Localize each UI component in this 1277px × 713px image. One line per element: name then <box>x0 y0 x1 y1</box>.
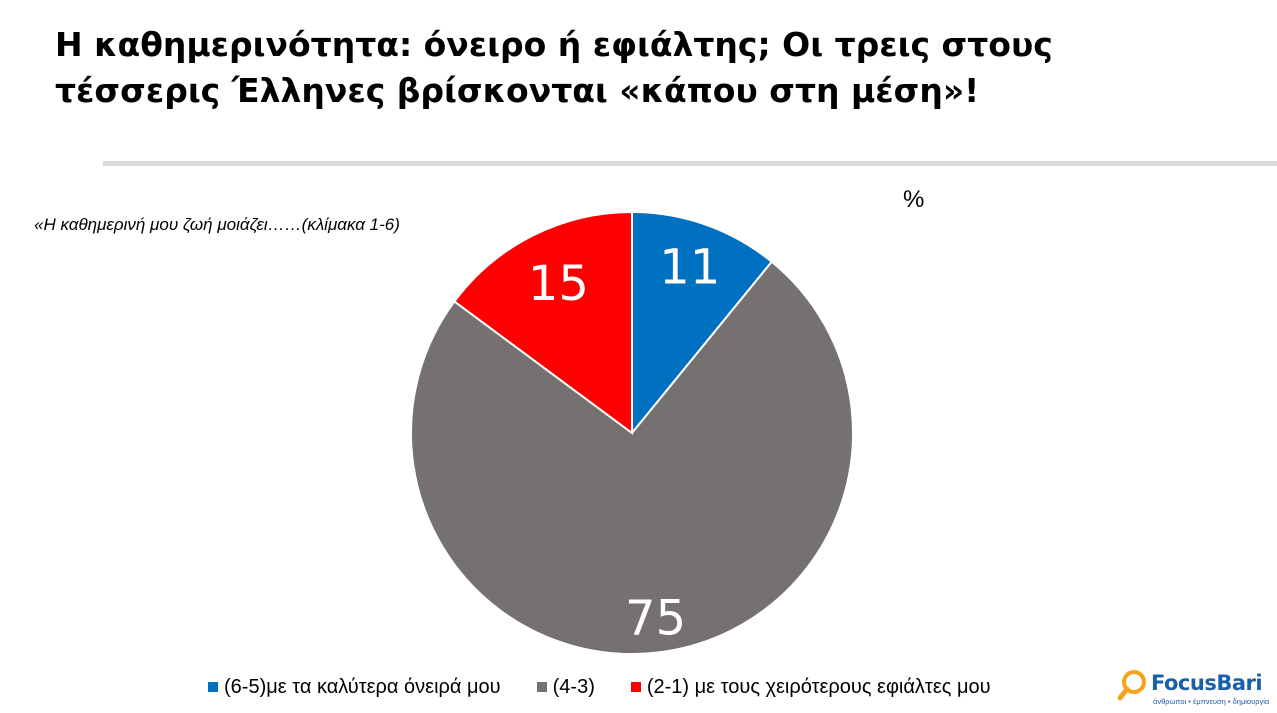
pie-data-labels: 11 75 15 <box>528 240 720 647</box>
legend-swatch <box>536 682 547 692</box>
legend-swatch <box>208 682 218 692</box>
focusbari-logo: FocusBari άνθρωποι • έμπνευση • δημιουργ… <box>1117 668 1270 708</box>
pie-slice <box>410 260 854 655</box>
chart-title-line-2: τέσσερις Έλληνες βρίσκονται «κάπου στη μ… <box>55 71 980 110</box>
legend-item: (2-1) με τους χειρότερους εφιάλτες μου <box>630 675 991 699</box>
pie-slices <box>410 210 854 655</box>
pie-data-label: 15 <box>528 256 589 312</box>
chart-title-line-1: Η καθημερινότητα: όνειρο ή εφιάλτης; Οι … <box>55 25 1053 64</box>
legend-label: (6-5)με τα καλύτερα όνειρά μου <box>224 675 501 698</box>
magnifier-icon <box>1117 670 1146 701</box>
pie-data-label: 75 <box>625 591 686 647</box>
pie-slice <box>453 210 633 435</box>
logo-tagline: άνθρωποι • έμπνευση • δημιουργία <box>1153 697 1270 706</box>
legend-item: (4-3) <box>536 675 595 699</box>
legend-label: (4-3) <box>552 675 595 698</box>
legend-item: (6-5)με τα καλύτερα όνειρά μου <box>208 676 501 699</box>
legend-swatch <box>630 682 641 692</box>
pie-slice <box>631 210 774 436</box>
chart-legend: (6-5)με τα καλύτερα όνειρά μου (4-3) (2-1)… <box>208 673 1027 701</box>
logo-name: FocusBari <box>1151 671 1263 695</box>
pie-data-label: 11 <box>659 240 720 296</box>
legend-label: (2-1) με τους χειρότερους εφιάλτες μου <box>646 675 991 698</box>
chart-title: Η καθημερινότητα: όνειρο ή εφιάλτης; Οι … <box>55 22 1235 114</box>
title-divider <box>103 161 1277 166</box>
survey-question: «Η καθημερινή μου ζωή μοιάζει……(κλίμακα … <box>34 215 400 234</box>
unit-label: % <box>903 186 925 213</box>
